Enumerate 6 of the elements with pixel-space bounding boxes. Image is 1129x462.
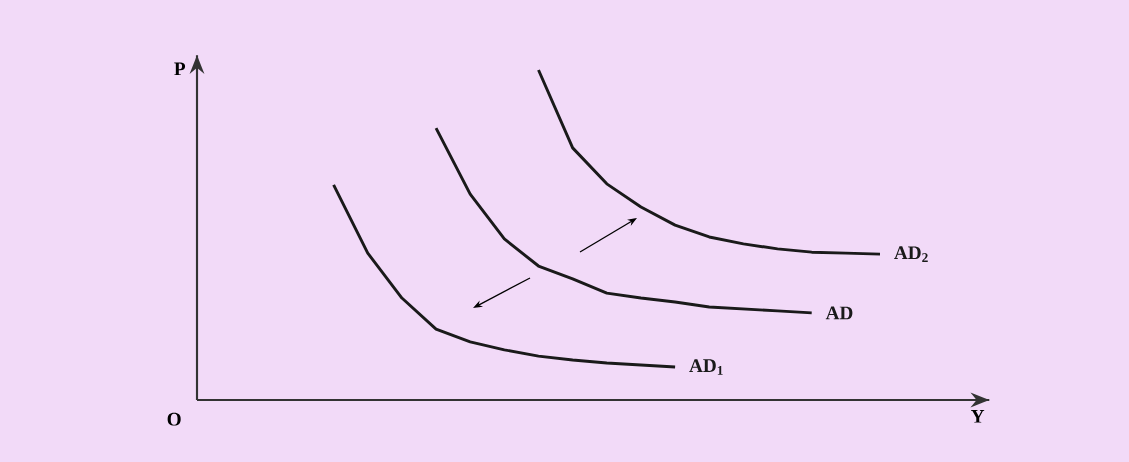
x-axis-title: Y xyxy=(971,410,985,423)
text: O xyxy=(167,412,181,426)
series-label: AD$_{2}$ xyxy=(894,246,928,262)
series-label: AD$_{1}$ xyxy=(689,359,723,375)
text: P xyxy=(174,62,186,76)
series-label: AD xyxy=(825,306,853,320)
